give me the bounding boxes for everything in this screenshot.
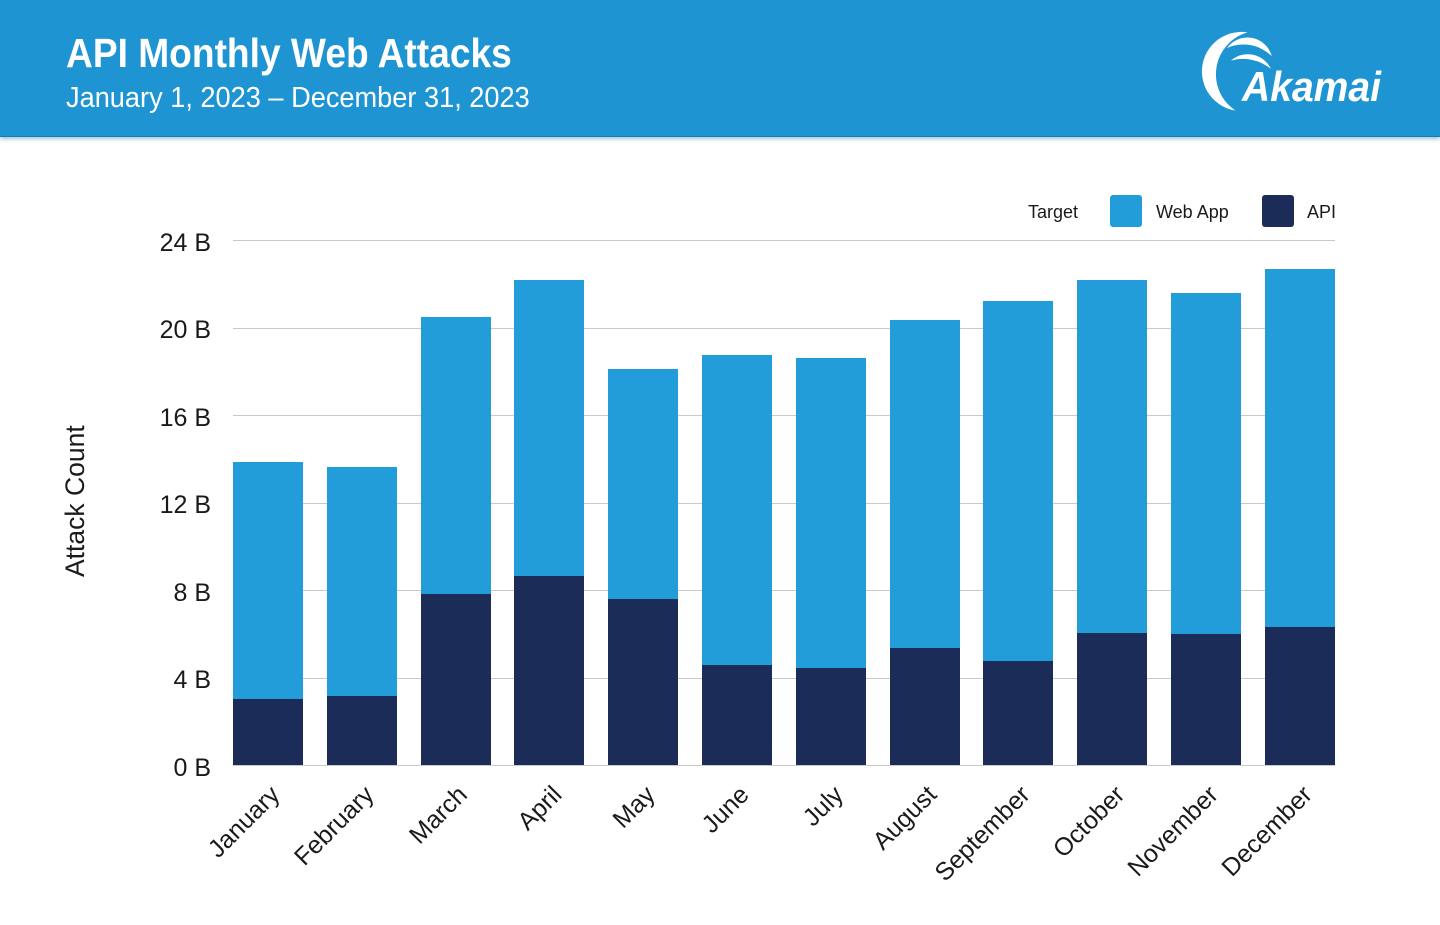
svg-text:Akamai: Akamai <box>1241 63 1382 110</box>
